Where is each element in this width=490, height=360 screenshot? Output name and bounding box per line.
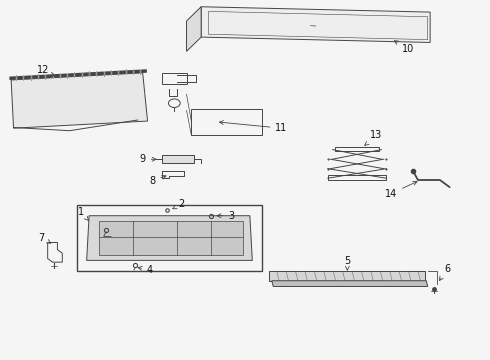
Text: 9: 9	[140, 154, 156, 164]
Bar	[335, 147, 379, 152]
Bar	[192, 109, 262, 135]
Polygon shape	[270, 271, 425, 281]
Text: 8: 8	[149, 175, 166, 186]
Text: 7: 7	[38, 233, 51, 243]
Text: 3: 3	[217, 211, 234, 221]
Polygon shape	[201, 7, 430, 42]
Bar	[77, 205, 262, 271]
Bar	[328, 175, 386, 180]
Text: 2: 2	[173, 199, 185, 209]
Polygon shape	[272, 281, 428, 287]
Text: 14: 14	[385, 181, 417, 199]
Text: 1: 1	[78, 207, 89, 221]
Text: 12: 12	[37, 65, 54, 76]
Polygon shape	[87, 216, 252, 260]
Text: 13: 13	[365, 130, 383, 145]
Polygon shape	[187, 7, 201, 51]
Text: 5: 5	[344, 256, 350, 270]
Text: 11: 11	[220, 121, 288, 133]
Polygon shape	[99, 221, 243, 255]
Text: 4: 4	[138, 265, 153, 275]
Bar	[162, 156, 194, 163]
Text: 6: 6	[440, 264, 450, 280]
Polygon shape	[11, 73, 147, 128]
Text: 10: 10	[394, 41, 415, 54]
